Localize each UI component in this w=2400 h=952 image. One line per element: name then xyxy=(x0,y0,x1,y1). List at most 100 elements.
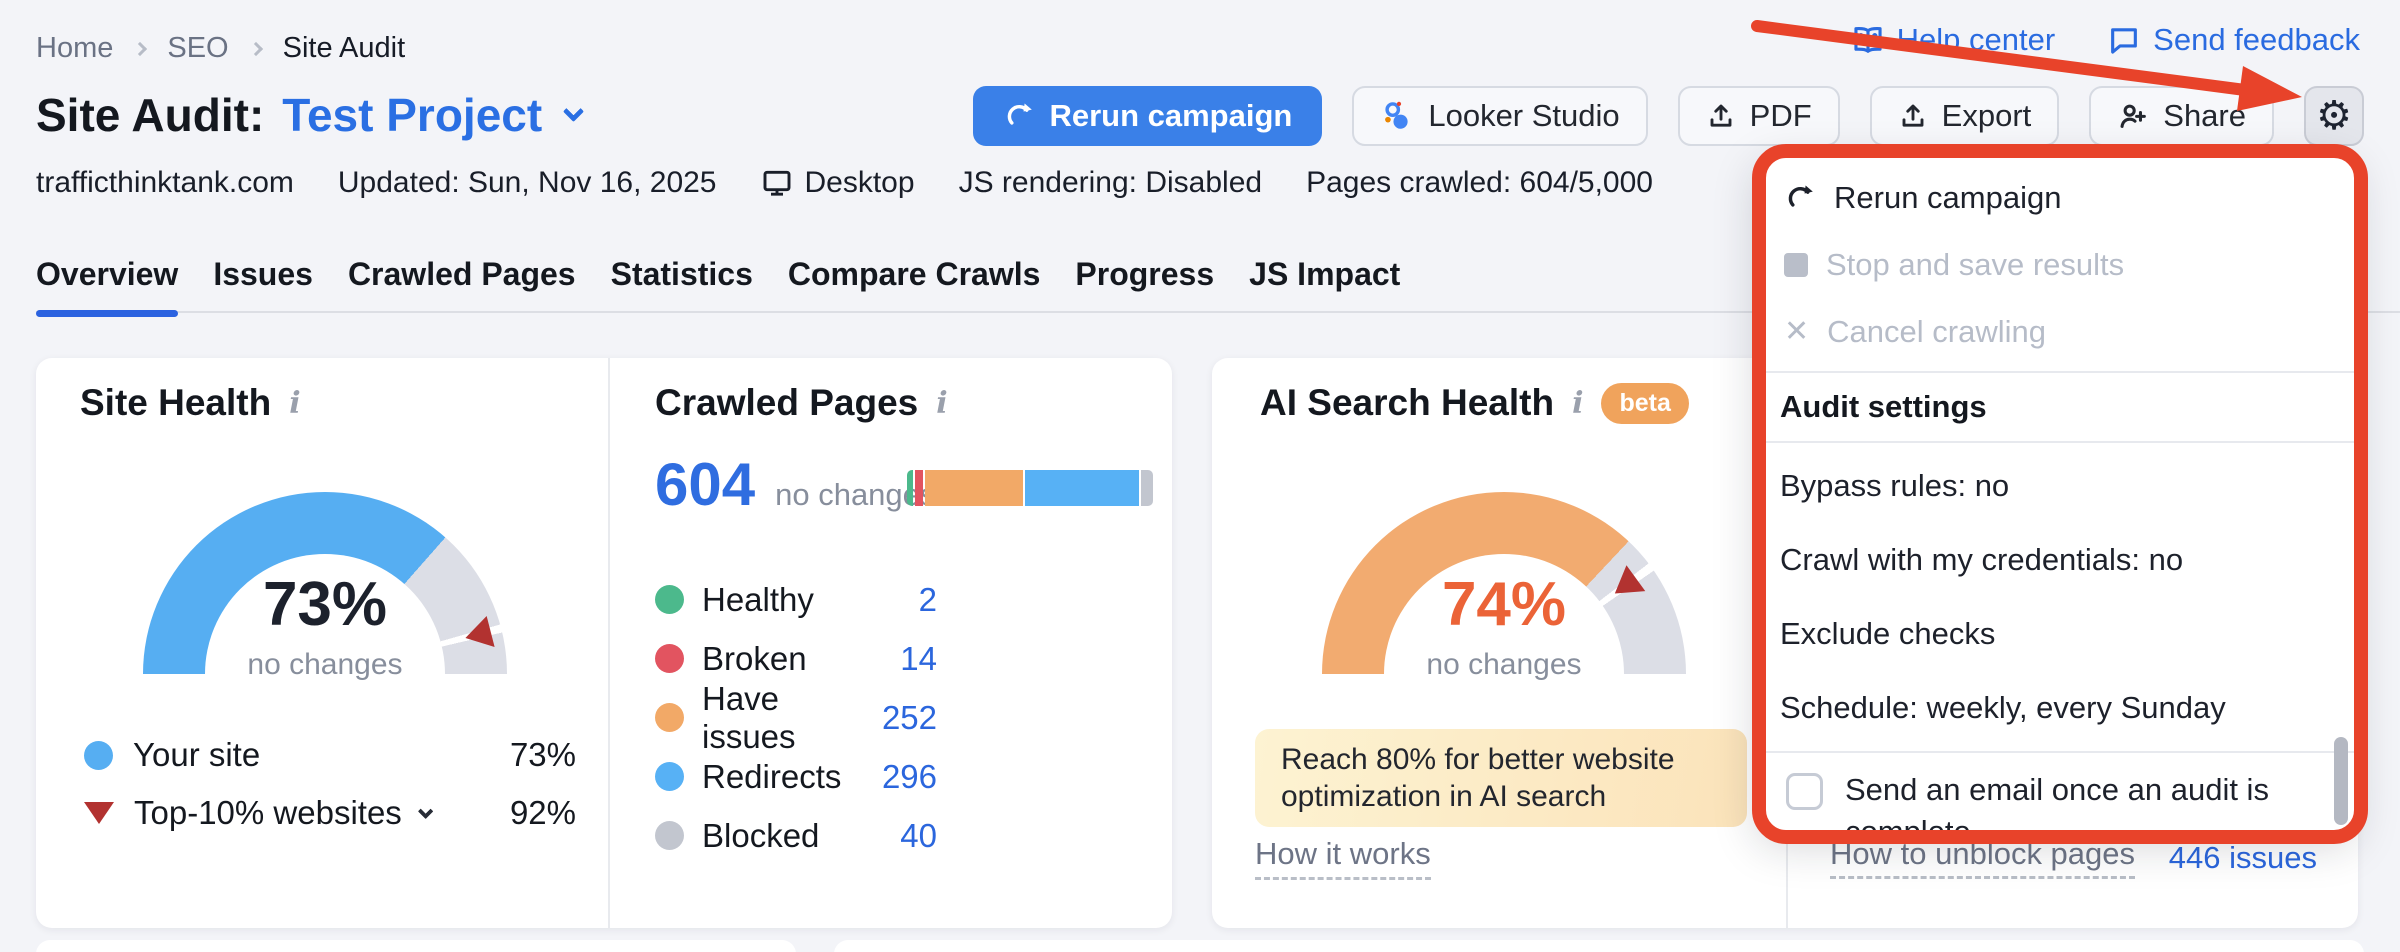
bar-segment-have-issues[interactable] xyxy=(925,470,1023,506)
device-label: Desktop xyxy=(804,166,915,199)
top10-value: 92% xyxy=(509,794,576,831)
crawled-pages-header: Crawled Pages i xyxy=(655,382,948,424)
tab-crawled-pages[interactable]: Crawled Pages xyxy=(347,256,576,292)
chevron-down-icon[interactable] xyxy=(563,100,585,122)
blocked-count[interactable]: 40 xyxy=(900,816,937,854)
issues-link[interactable]: 446 issues xyxy=(2168,840,2317,875)
menu-item-bypass-rules[interactable]: Bypass rules: no xyxy=(1780,468,2010,503)
bar-segment-blocked[interactable] xyxy=(1141,470,1153,506)
beta-badge: beta xyxy=(1601,382,1689,424)
pages-crawled-label: Pages crawled: 604/5,000 xyxy=(1306,166,1653,199)
refresh-icon xyxy=(1788,184,1813,207)
tab-issues[interactable]: Issues xyxy=(213,256,313,292)
email-checkbox-label: Send an email once an audit is complete xyxy=(1845,772,2269,832)
ai-search-note-text: Reach 80% for better website optimizatio… xyxy=(1281,743,1675,813)
blue-dot-icon xyxy=(655,762,684,791)
title-row: Site Audit: Test Project xyxy=(36,88,585,142)
js-rendering-label: JS rendering: Disabled xyxy=(958,166,1263,199)
tab-compare-crawls[interactable]: Compare Crawls xyxy=(787,256,1041,292)
list-item-have-issues: Have issues 252 xyxy=(655,680,937,755)
help-center-link[interactable]: Help center xyxy=(1851,22,2055,58)
crawled-total-row: 604 no changes xyxy=(655,450,935,519)
healthy-label: Healthy xyxy=(702,580,814,618)
menu-item-crawl-credentials[interactable]: Crawl with my credentials: no xyxy=(1780,542,2184,577)
crawled-stacked-bar xyxy=(907,470,1153,506)
gray-dot-icon xyxy=(655,821,684,850)
have-issues-count[interactable]: 252 xyxy=(881,698,937,736)
x-icon: ✕ xyxy=(1784,313,1810,349)
tab-overview[interactable]: Overview xyxy=(36,256,179,317)
ai-search-note: Reach 80% for better website optimizatio… xyxy=(1255,729,1747,827)
orange-dot-icon xyxy=(655,703,684,732)
upload-icon xyxy=(1902,104,1924,127)
export-button[interactable]: Export xyxy=(1869,86,2060,146)
green-dot-icon xyxy=(655,585,684,614)
ai-search-header: AI Search Health i beta xyxy=(1260,382,1689,424)
menu-divider xyxy=(1756,441,2356,443)
tab-progress[interactable]: Progress xyxy=(1075,256,1215,292)
breadcrumb-home[interactable]: Home xyxy=(36,32,114,64)
device-item: Desktop xyxy=(761,166,915,200)
blocked-card-footer: How to unblock pages xyxy=(1830,836,2136,879)
menu-item-schedule[interactable]: Schedule: weekly, every Sunday xyxy=(1780,690,2226,725)
legend-row-your-site: Your site 73% xyxy=(84,726,576,784)
share-label: Share xyxy=(2163,98,2246,133)
updated-label: Updated: Sun, Nov 16, 2025 xyxy=(337,166,717,199)
settings-dropdown-menu: Rerun campaign Stop and save results ✕ C… xyxy=(1756,150,2356,832)
ai-search-value: 74% xyxy=(1441,570,1567,639)
menu-item-rerun-campaign[interactable]: Rerun campaign xyxy=(1756,164,2356,231)
blue-dot-icon xyxy=(84,740,113,770)
bar-segment-redirects[interactable] xyxy=(1025,470,1139,506)
healthy-count[interactable]: 2 xyxy=(918,580,937,618)
export-label: Export xyxy=(1941,98,2032,133)
chevron-right-icon xyxy=(133,41,148,56)
email-checkbox-row[interactable]: Send an email once an audit is complete xyxy=(1756,759,2356,832)
menu-scrollbar-thumb[interactable] xyxy=(2334,737,2348,825)
settings-gear-button[interactable]: ⚙ xyxy=(2304,86,2364,146)
blocked-label: Blocked xyxy=(702,816,820,854)
site-health-gauge: 73% no changes xyxy=(143,492,507,681)
bar-segment-healthy[interactable] xyxy=(907,470,913,506)
redirects-count[interactable]: 296 xyxy=(881,757,937,795)
breadcrumb-seo[interactable]: SEO xyxy=(167,32,229,64)
chevron-down-icon[interactable] xyxy=(417,803,434,819)
gear-icon: ⚙ xyxy=(2316,93,2352,139)
campaign-meta: trafficthinktank.com Updated: Sun, Nov 1… xyxy=(36,166,1653,200)
info-icon[interactable]: i xyxy=(936,385,948,421)
info-icon[interactable]: i xyxy=(289,385,301,421)
project-selector[interactable]: Test Project xyxy=(282,89,543,141)
pdf-button[interactable]: PDF xyxy=(1677,86,1840,146)
crawled-pages-title: Crawled Pages xyxy=(655,382,919,423)
help-book-icon xyxy=(1854,27,1882,53)
next-row-card xyxy=(36,940,796,952)
list-item-redirects: Redirects 296 xyxy=(655,747,937,806)
tab-js-impact[interactable]: JS Impact xyxy=(1249,256,1401,292)
looker-studio-button[interactable]: Looker Studio xyxy=(1352,86,1648,146)
ai-search-gauge: 74% no changes xyxy=(1322,492,1686,681)
tab-statistics[interactable]: Statistics xyxy=(610,256,753,292)
rerun-campaign-button[interactable]: Rerun campaign xyxy=(973,86,1323,146)
top10-label: Top-10% websites xyxy=(134,794,402,831)
email-checkbox[interactable] xyxy=(1786,773,1823,810)
how-it-works-link[interactable]: How it works xyxy=(1255,836,1431,880)
ai-search-title: AI Search Health xyxy=(1260,382,1555,423)
how-to-unblock-link[interactable]: How to unblock pages xyxy=(1830,836,2136,879)
breadcrumb: Home SEO Site Audit xyxy=(36,32,405,65)
ai-search-change: no changes xyxy=(1426,648,1582,681)
menu-item-exclude-checks[interactable]: Exclude checks xyxy=(1780,616,1996,651)
send-feedback-link[interactable]: Send feedback xyxy=(2107,22,2360,58)
info-icon[interactable]: i xyxy=(1572,385,1584,421)
share-button[interactable]: Share xyxy=(2089,86,2274,146)
broken-count[interactable]: 14 xyxy=(900,639,937,677)
site-health-title: Site Health xyxy=(80,382,272,423)
list-item-blocked: Blocked 40 xyxy=(655,806,937,865)
crawled-total[interactable]: 604 xyxy=(655,451,756,518)
menu-item-stop-save: Stop and save results xyxy=(1756,231,2356,298)
list-item-healthy: Healthy 2 xyxy=(655,570,937,629)
stop-icon xyxy=(1784,252,1808,277)
menu-divider xyxy=(1756,751,2356,753)
desktop-icon xyxy=(763,170,790,196)
looker-studio-label: Looker Studio xyxy=(1428,98,1620,133)
bar-segment-broken[interactable] xyxy=(915,470,923,506)
rerun-campaign-label: Rerun campaign xyxy=(1049,98,1293,133)
